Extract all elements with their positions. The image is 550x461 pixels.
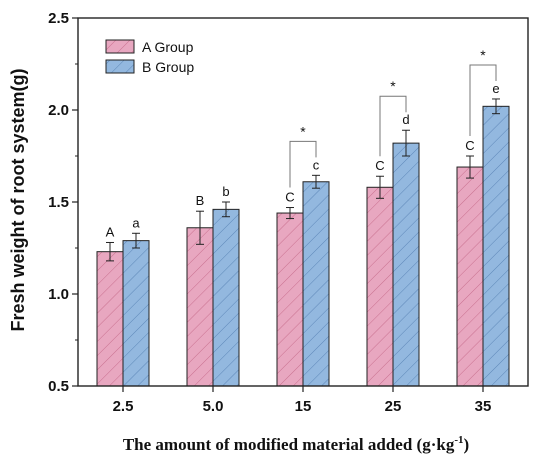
x-tick-label: 2.5 [113,398,134,415]
significance-brackets-group: * * * [289,47,497,188]
significance-letter: e [492,81,499,96]
significance-bracket [469,64,497,136]
x-axis-title-close: ) [464,435,470,454]
y-tick-label: 1.5 [48,194,69,211]
significance-bracket [379,95,407,157]
x-axis-title-superscript: -1 [454,434,463,446]
legend-label-a: A Group [142,39,194,55]
significance-letter: C [465,138,474,153]
significance-letter: a [132,215,140,230]
y-axis-title: Fresh weight of root system(g) [8,68,28,331]
legend-swatch-b [105,59,135,74]
x-tick-label: 35 [475,398,492,415]
bar-a-25 [366,186,394,387]
significance-letter: d [402,112,409,127]
bar-b-25 [392,142,420,387]
significance-letter: C [375,158,384,173]
y-tick-label: 1.0 [48,286,69,303]
bar-a-5.0 [186,227,214,387]
legend-swatch-a [105,39,135,54]
significance-letters-group: A B C C Ca b c d e [106,81,500,240]
error-bars-group [106,98,500,262]
x-axis-title-main: The amount of modified material added (g… [123,435,455,454]
significance-letter: C [285,190,294,205]
bar-b-35 [482,105,510,387]
x-tick-label: 15 [295,398,312,415]
significance-star: * [480,47,486,63]
bar-a-2.5 [96,251,124,387]
significance-star: * [390,78,396,94]
y-tick-label: 2.5 [48,10,69,27]
bars-group [96,105,510,387]
axes-group: 0.5 1.0 1.5 2.0 2.5 2.5 5.0 15 25 35 [48,10,529,415]
bar-a-15 [276,212,304,387]
legend: A Group B Group [105,39,194,75]
significance-letter: A [106,224,115,239]
y-tick-label: 2.0 [48,102,69,119]
significance-letter: c [313,157,320,172]
bar-b-5.0 [212,208,240,387]
bar-b-2.5 [122,240,150,387]
significance-bracket [289,140,317,188]
significance-star: * [300,123,306,139]
x-tick-label: 5.0 [203,398,224,415]
significance-letter: B [196,193,205,208]
y-tick-label: 0.5 [48,378,69,395]
bar-b-15 [302,181,330,387]
bar-a-35 [456,166,484,387]
legend-label-b: B Group [142,59,194,75]
x-tick-label: 25 [385,398,402,415]
significance-letter: b [222,184,229,199]
x-axis-title: The amount of modified material added (g… [123,434,469,454]
